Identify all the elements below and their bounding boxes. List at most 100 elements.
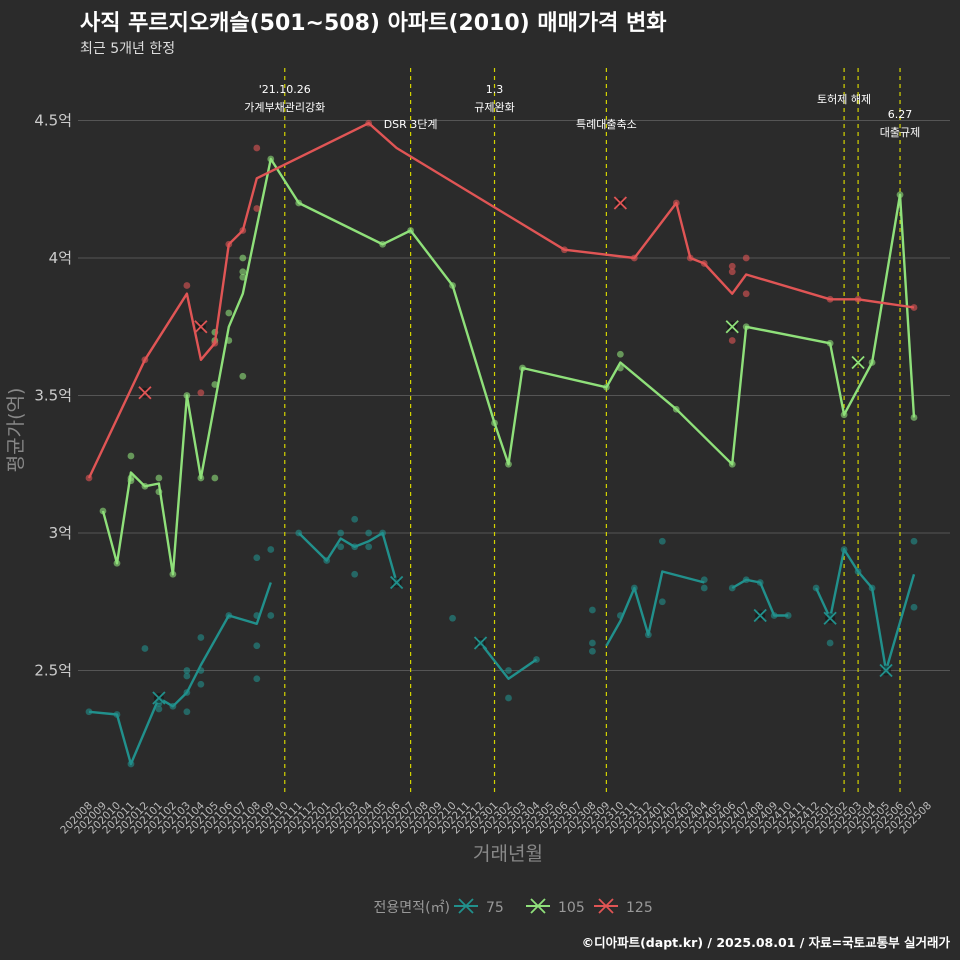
cross-marker <box>879 663 893 678</box>
data-point <box>910 537 918 545</box>
data-point <box>253 642 261 650</box>
cross-marker <box>753 608 767 623</box>
data-point <box>183 708 191 716</box>
data-point <box>742 290 750 298</box>
data-point <box>351 570 359 578</box>
series-layer <box>85 119 918 768</box>
data-point <box>239 254 247 262</box>
data-point <box>253 554 261 562</box>
data-point <box>85 708 93 716</box>
data-point <box>728 337 736 344</box>
data-point <box>253 144 261 152</box>
data-point <box>141 645 149 652</box>
data-point <box>351 515 359 523</box>
data-point <box>155 474 163 482</box>
cross-marker <box>152 691 166 705</box>
data-point <box>742 254 750 262</box>
y-axis-ticks: 2.5억 3억 3.5억 4억 4.5억 <box>34 112 72 680</box>
data-point <box>267 546 275 553</box>
data-point <box>253 205 261 212</box>
event-label: 가계부채관리강화 <box>244 101 325 114</box>
series-105 <box>99 155 918 578</box>
data-point <box>267 612 275 619</box>
event-label: 특례대출축소 <box>576 118 637 131</box>
data-point <box>225 309 233 317</box>
cross-marker <box>389 575 404 590</box>
cross-marker <box>725 320 739 334</box>
data-point <box>183 667 191 674</box>
data-point <box>700 584 708 592</box>
data-point <box>589 639 596 647</box>
data-point <box>658 537 666 545</box>
data-point <box>337 543 345 551</box>
event-label: 1.3 <box>486 83 504 96</box>
legend: 전용면적(㎡) 75 105 125 <box>374 898 653 916</box>
legend-label: 105 <box>558 900 585 916</box>
data-point <box>616 350 624 358</box>
series-line <box>87 122 915 479</box>
data-point <box>365 543 373 551</box>
series-line <box>297 531 398 583</box>
data-point <box>449 614 456 622</box>
series-line <box>101 157 916 576</box>
series-line <box>88 582 272 766</box>
data-point <box>183 282 191 289</box>
data-point <box>197 389 205 397</box>
data-point <box>589 647 596 655</box>
x-axis-title: 거래년월 <box>473 843 543 865</box>
data-point <box>127 452 135 460</box>
legend-label: 125 <box>626 900 653 916</box>
legend-title: 전용면적(㎡) <box>374 900 450 916</box>
series-line <box>731 578 789 617</box>
cross-marker <box>613 196 628 210</box>
event-label: DSR 3단계 <box>384 118 438 131</box>
data-point <box>253 675 261 683</box>
data-point <box>211 474 219 482</box>
y-tick-label: 2.5억 <box>34 662 72 680</box>
data-point <box>197 634 205 641</box>
event-label: '21.10.26 <box>259 83 311 96</box>
caption: ©디아파트(dapt.kr) / 2025.08.01 / 자료=국토교통부 실… <box>582 935 951 950</box>
event-label: 대출규제 <box>880 126 920 139</box>
data-point <box>505 694 512 702</box>
y-tick-label: 3억 <box>49 524 72 542</box>
data-point <box>337 529 345 537</box>
legend-cross-icon <box>530 898 546 914</box>
event-label: 규제완화 <box>474 101 514 114</box>
y-tick-label: 3.5억 <box>34 387 72 405</box>
data-point <box>197 680 205 688</box>
data-point <box>910 414 918 421</box>
data-point <box>589 606 596 614</box>
x-axis-ticks: 2020082020092020102020112020122021012021… <box>58 799 934 836</box>
data-point <box>239 273 247 281</box>
legend-cross-icon <box>458 898 474 914</box>
data-point <box>211 381 219 388</box>
cross-marker <box>138 386 152 400</box>
data-point <box>910 304 918 311</box>
data-point <box>826 639 834 647</box>
y-tick-label: 4.5억 <box>34 112 72 130</box>
data-point <box>183 672 191 680</box>
data-point <box>239 268 247 276</box>
legend-cross-icon <box>598 898 614 914</box>
y-axis-title: 평균가(억) <box>5 388 27 473</box>
legend-label: 75 <box>486 900 504 916</box>
y-tick-label: 4억 <box>49 249 72 267</box>
data-point <box>239 372 247 380</box>
data-point <box>658 598 666 606</box>
data-point <box>910 603 918 611</box>
cross-marker <box>473 636 488 650</box>
series-line <box>479 642 538 680</box>
event-label: 토허제 해제 <box>817 92 871 106</box>
cross-marker <box>851 355 865 370</box>
data-point <box>505 667 512 674</box>
data-point <box>365 529 373 537</box>
series-125 <box>85 119 918 482</box>
data-point <box>728 268 736 276</box>
chart-title: 사직 푸르지오캐슬(501~508) 아파트(2010) 매매가격 변화 <box>80 11 666 36</box>
data-point <box>155 705 163 713</box>
series-line <box>605 570 705 647</box>
data-point <box>728 262 736 270</box>
